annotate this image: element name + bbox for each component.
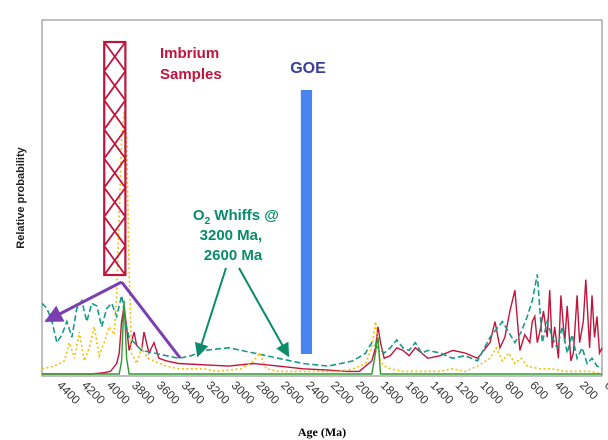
x-tick-label: 2800	[253, 378, 282, 407]
x-tick-label: 1200	[453, 378, 482, 407]
whiff-arrow-2	[238, 267, 290, 358]
x-tick-label: 400	[552, 378, 576, 402]
purple-arrow-right	[120, 281, 182, 359]
whiffs-sub: 2	[205, 216, 211, 227]
imbrium-label-line1: Imbrium	[160, 45, 219, 62]
x-tick-label: 2600	[278, 378, 307, 407]
imbrium-bar-hatch-cross	[103, 41, 127, 276]
x-tick-label: 4000	[104, 378, 133, 407]
x-tick-label: 2000	[353, 378, 382, 407]
whiffs-line1-rest: Whiffs @	[210, 207, 279, 224]
x-tick-label: 3200	[204, 378, 233, 407]
series-layer	[41, 111, 603, 375]
x-tick-label: 1600	[403, 378, 432, 407]
x-tick-label: 1000	[477, 378, 506, 407]
x-tick-label: 200	[577, 378, 601, 402]
x-tick-label: 600	[527, 378, 551, 402]
imbrium-bar-hatch	[103, 41, 127, 276]
whiffs-o: O	[193, 207, 205, 224]
whiffs-line3: 2600 Ma	[204, 247, 263, 264]
x-tick-labels: 4400420040003800360034003200300028002600…	[54, 378, 608, 407]
x-tick-label: 4400	[54, 378, 83, 407]
x-tick-label: 2400	[303, 378, 332, 407]
x-tick-label: 3600	[154, 378, 183, 407]
whiffs-line2: 3200 Ma,	[200, 227, 263, 244]
whiff-arrow-1	[194, 267, 227, 358]
x-tick-label: 1400	[428, 378, 457, 407]
goe-label: GOE	[290, 60, 326, 77]
x-tick-label: 0	[602, 378, 608, 393]
plot-frame	[41, 19, 603, 377]
imbrium-label: Imbrium Samples	[160, 45, 223, 83]
x-tick-label: 800	[502, 378, 526, 402]
x-tick-label: 4200	[79, 378, 108, 407]
imbrium-label-line2: Samples	[160, 66, 222, 83]
x-axis-label: Age (Ma)	[298, 425, 346, 439]
x-tick-label: 3800	[129, 378, 158, 407]
y-axis-label: Relative probability	[15, 146, 27, 248]
imbrium-samples-bar	[103, 40, 127, 277]
o2-whiffs-label: O2 Whiffs @ 3200 Ma, 2600 Ma	[193, 207, 283, 264]
x-tick-label: 3000	[229, 378, 258, 407]
goe-bar	[300, 90, 313, 354]
series-line-4	[42, 300, 602, 375]
purple-arrow-left	[44, 280, 123, 323]
x-tick-label: 2200	[328, 378, 357, 407]
x-tick-label: 1800	[378, 378, 407, 407]
x-tick-label: 3400	[179, 378, 208, 407]
